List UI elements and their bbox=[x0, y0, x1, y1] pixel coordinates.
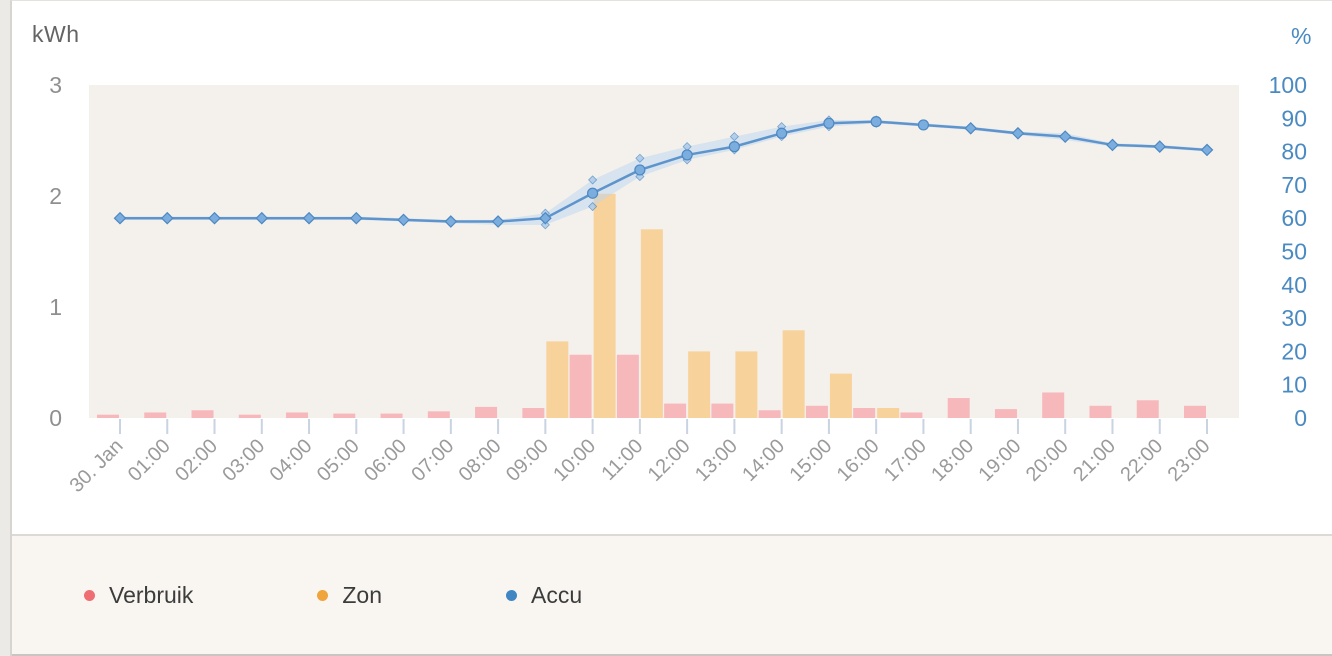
legend-label-verbruik: Verbruik bbox=[109, 582, 194, 608]
svg-text:10: 10 bbox=[1281, 372, 1307, 398]
legend-section: Verbruik Zon Accu bbox=[12, 534, 1332, 656]
svg-text:22:00: 22:00 bbox=[1116, 435, 1167, 486]
left-axis-unit: kWh bbox=[32, 21, 80, 47]
svg-text:01:00: 01:00 bbox=[124, 435, 175, 486]
right-axis-unit: % bbox=[1291, 23, 1312, 49]
svg-text:70: 70 bbox=[1281, 172, 1307, 198]
svg-text:20:00: 20:00 bbox=[1022, 435, 1073, 486]
zon-bars[interactable] bbox=[546, 193, 900, 418]
svg-text:23:00: 23:00 bbox=[1164, 435, 1215, 486]
accu-dot-icon bbox=[506, 590, 518, 601]
svg-text:100: 100 bbox=[1269, 72, 1307, 98]
svg-text:16:00: 16:00 bbox=[833, 435, 884, 486]
zon-dot-icon bbox=[317, 590, 329, 601]
svg-text:08:00: 08:00 bbox=[455, 435, 506, 486]
svg-text:10:00: 10:00 bbox=[549, 435, 600, 486]
svg-text:0: 0 bbox=[1294, 405, 1307, 431]
legend-item-zon[interactable]: Zon bbox=[317, 582, 382, 609]
svg-text:20: 20 bbox=[1281, 338, 1307, 364]
svg-text:0: 0 bbox=[49, 405, 62, 431]
svg-text:11:00: 11:00 bbox=[597, 435, 647, 485]
svg-text:17:00: 17:00 bbox=[880, 435, 931, 486]
y-axis-left: 3 2 1 0 bbox=[49, 72, 62, 431]
svg-text:05:00: 05:00 bbox=[313, 435, 364, 486]
svg-text:30. Jan: 30. Jan bbox=[66, 435, 128, 497]
svg-text:04:00: 04:00 bbox=[266, 435, 317, 486]
svg-text:15:00: 15:00 bbox=[785, 435, 836, 486]
svg-text:06:00: 06:00 bbox=[360, 435, 411, 486]
svg-text:3: 3 bbox=[49, 72, 62, 98]
legend-item-verbruik[interactable]: Verbruik bbox=[84, 582, 193, 609]
verbruik-bars[interactable] bbox=[97, 354, 1206, 418]
svg-text:2: 2 bbox=[49, 183, 62, 209]
svg-text:30: 30 bbox=[1281, 305, 1307, 331]
svg-text:60: 60 bbox=[1281, 205, 1307, 231]
svg-text:09:00: 09:00 bbox=[502, 435, 553, 486]
svg-text:19:00: 19:00 bbox=[975, 435, 1026, 486]
dashboard-card: kWh % 3 2 1 0 100 90 80 70 60 50 40 30 20 10 0 30. Jan 0… bbox=[10, 0, 1332, 656]
chart-legend: Verbruik Zon Accu bbox=[84, 582, 706, 609]
svg-text:50: 50 bbox=[1281, 239, 1307, 265]
svg-text:14:00: 14:00 bbox=[738, 435, 789, 486]
svg-text:40: 40 bbox=[1281, 272, 1307, 298]
svg-text:90: 90 bbox=[1281, 105, 1307, 131]
legend-label-accu: Accu bbox=[531, 582, 583, 608]
verbruik-dot-icon bbox=[84, 590, 95, 601]
svg-text:1: 1 bbox=[49, 294, 62, 320]
x-axis: 30. Jan01:0002:0003:0004:0005:0006:0007:… bbox=[66, 419, 1215, 497]
svg-text:02:00: 02:00 bbox=[171, 435, 222, 486]
svg-text:18:00: 18:00 bbox=[927, 435, 978, 486]
svg-text:13:00: 13:00 bbox=[691, 435, 742, 486]
svg-text:80: 80 bbox=[1281, 139, 1307, 165]
svg-text:12:00: 12:00 bbox=[644, 435, 695, 486]
svg-text:21:00: 21:00 bbox=[1069, 435, 1120, 486]
svg-text:03:00: 03:00 bbox=[218, 435, 269, 486]
legend-item-accu[interactable]: Accu bbox=[506, 582, 582, 609]
accu-line[interactable] bbox=[113, 116, 1214, 228]
legend-label-zon: Zon bbox=[342, 582, 383, 608]
plot-background bbox=[89, 85, 1239, 418]
svg-text:07:00: 07:00 bbox=[407, 435, 458, 486]
chart-area: kWh % 3 2 1 0 100 90 80 70 60 50 40 30 20 10 0 30. Jan 0… bbox=[12, 1, 1332, 534]
